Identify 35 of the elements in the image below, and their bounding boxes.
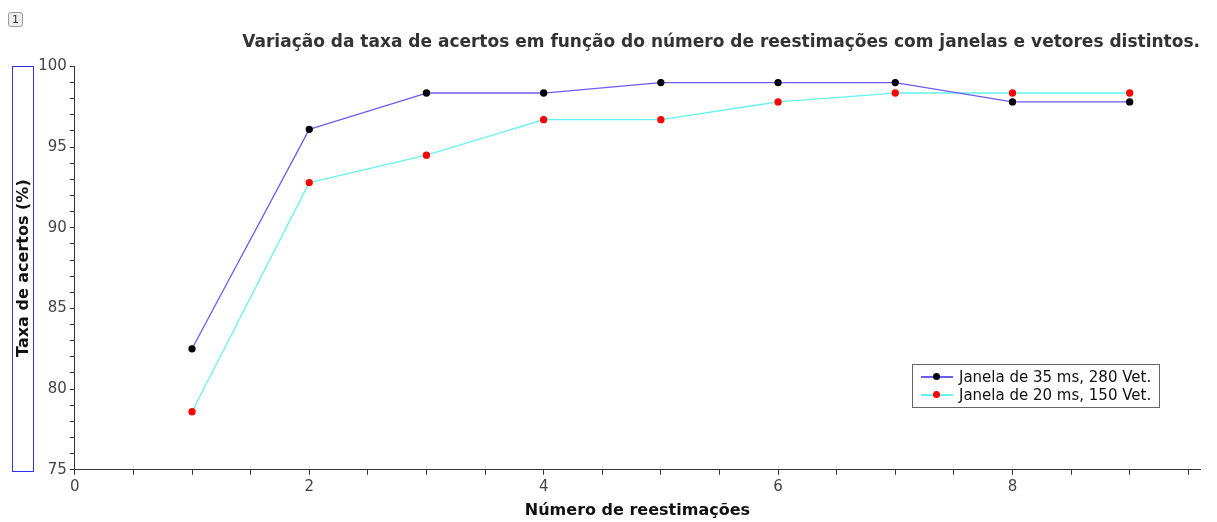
point xyxy=(1126,89,1134,97)
point xyxy=(1008,98,1017,106)
legend-label: Janela de 35 ms, 280 Vet. xyxy=(959,367,1152,386)
text: 1 xyxy=(8,12,23,27)
point xyxy=(1126,98,1134,106)
point xyxy=(540,89,548,97)
point xyxy=(188,345,196,353)
y-tick-label: 75 xyxy=(47,459,67,478)
y-tick-label: 100 xyxy=(38,56,67,75)
y-tick-label: 85 xyxy=(47,298,67,317)
point xyxy=(1008,89,1017,97)
x-tick-label: 6 xyxy=(773,476,783,495)
point xyxy=(657,78,665,87)
point xyxy=(774,98,782,106)
point xyxy=(422,151,431,159)
point xyxy=(188,408,196,416)
x-tick-label: 2 xyxy=(304,476,315,495)
point xyxy=(422,89,431,97)
chart-title: Variação da taxa de acertos em função do número de reestimações com janelas e vetores distintos. xyxy=(242,30,1200,51)
point xyxy=(774,78,782,87)
point xyxy=(891,89,899,97)
x-axis-title: Número de reestimações xyxy=(524,499,751,519)
y-tick-label: 95 xyxy=(47,136,67,155)
y-tick-label: 80 xyxy=(47,379,67,398)
y-axis-title: Taxa de acertos (%) xyxy=(12,179,32,357)
x-tick-label: 8 xyxy=(1007,476,1018,495)
point xyxy=(305,125,313,133)
point xyxy=(540,116,548,124)
point xyxy=(891,78,899,87)
x-tick-label: 4 xyxy=(538,476,549,495)
x-tick-label: 0 xyxy=(70,476,80,495)
y-tick-label: 90 xyxy=(47,217,67,236)
point xyxy=(305,178,313,187)
point xyxy=(657,116,665,124)
legend-label: Janela de 20 ms, 150 Vet. xyxy=(959,385,1152,404)
